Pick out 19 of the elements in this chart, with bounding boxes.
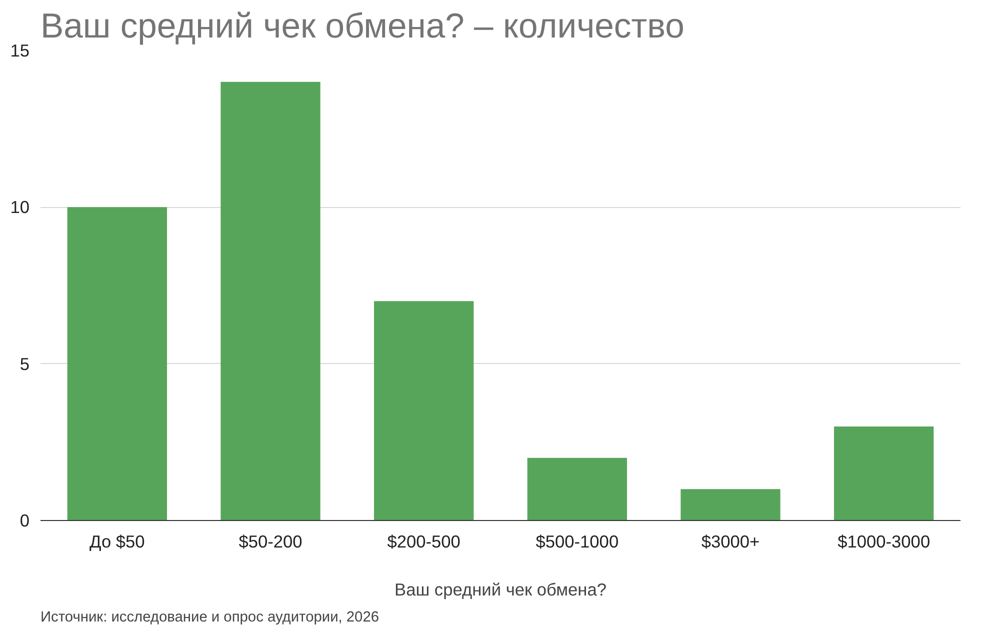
y-tick-label: 5: [20, 354, 30, 374]
y-tick-label: 15: [10, 40, 30, 60]
x-tick-label: $1000-3000: [838, 532, 930, 552]
bar: [680, 489, 780, 520]
x-tick-label: $3000+: [701, 532, 760, 552]
bar: [220, 82, 320, 520]
chart-title: Ваш средний чек обмена? – количество: [40, 8, 684, 46]
bar: [527, 458, 627, 520]
x-tick-label: $200-500: [387, 532, 460, 552]
y-tick-label: 10: [10, 197, 30, 218]
x-tick-label: $50-200: [238, 532, 302, 552]
x-axis-title: Ваш средний чек обмена?: [394, 580, 606, 600]
bar: [834, 426, 934, 520]
text: Источник: исследование и опрос аудитории, 2026: [40, 610, 380, 626]
bar: [374, 301, 474, 520]
x-tick-label: До $50: [90, 532, 145, 552]
x-tick-label: $500-1000: [536, 532, 619, 552]
y-tick-label: 0: [20, 510, 30, 530]
bar: [67, 207, 167, 520]
